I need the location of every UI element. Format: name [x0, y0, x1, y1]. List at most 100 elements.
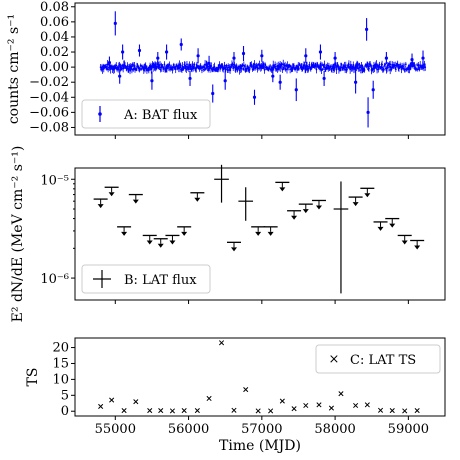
data-point — [179, 64, 182, 67]
data-point — [378, 63, 381, 66]
data-point — [282, 67, 285, 70]
data-point — [232, 56, 236, 60]
data-point — [315, 68, 318, 71]
y-tick-label: 0 — [61, 404, 69, 419]
ts-marker — [194, 408, 200, 414]
data-point — [224, 68, 227, 71]
data-point — [187, 68, 190, 71]
y-tick-label: 10⁻⁵ — [40, 173, 69, 188]
data-point — [344, 64, 347, 67]
data-point — [102, 67, 105, 70]
data-point — [263, 68, 266, 71]
y-tick-label: −0.08 — [29, 120, 69, 135]
panel-b-ylabel: E² dN/dE (MeV cm⁻² s⁻¹) — [10, 146, 26, 323]
data-point — [202, 65, 205, 68]
upper-limit-arrow — [352, 202, 359, 207]
data-point — [189, 65, 192, 68]
upper-limit-arrow — [255, 231, 262, 236]
upper-limit-arrow — [230, 247, 237, 252]
upper-limit-arrow — [279, 187, 286, 192]
data-point — [383, 68, 385, 71]
upper-limit-arrow — [194, 197, 201, 202]
data-point — [207, 61, 211, 65]
data-point — [179, 42, 183, 47]
data-point — [297, 65, 300, 68]
data-point — [201, 69, 203, 72]
ts-marker — [364, 402, 370, 408]
data-point — [227, 64, 230, 67]
upper-limit-arrow — [302, 209, 309, 214]
upper-limit-arrow — [315, 205, 322, 210]
upper-limit-arrow — [146, 240, 153, 245]
upper-limit-arrow — [169, 240, 176, 245]
data-point — [172, 63, 175, 66]
panel-c-legend: × C: LAT TS — [315, 344, 441, 374]
data-point — [410, 57, 414, 62]
ts-marker — [109, 397, 115, 403]
ts-marker — [389, 408, 395, 414]
data-point — [260, 54, 264, 58]
data-point — [162, 67, 165, 70]
ts-marker — [121, 408, 127, 414]
upper-limit-arrow — [132, 199, 139, 204]
ts-marker — [377, 407, 384, 413]
data-point — [156, 56, 160, 60]
data-point — [303, 64, 306, 67]
data-point — [424, 66, 427, 69]
data-point — [371, 88, 375, 92]
y-tick-label: 0.02 — [40, 45, 69, 60]
data-point — [159, 63, 161, 66]
y-tick-label: −0.06 — [29, 105, 69, 120]
data-point — [253, 63, 256, 66]
data-point — [274, 63, 277, 66]
data-point — [297, 67, 300, 70]
data-point — [304, 54, 308, 58]
panel-c-legend-label: C: LAT TS — [350, 353, 416, 368]
upper-limit-arrow — [389, 223, 396, 228]
y-tick-label: 0.06 — [40, 15, 69, 30]
y-tick-label: 20 — [52, 341, 69, 356]
ts-marker — [218, 340, 225, 346]
data-point — [389, 63, 392, 66]
panel-b-frame — [74, 167, 446, 301]
data-point — [307, 69, 310, 71]
ts-marker — [169, 408, 175, 414]
y-tick-label: −0.02 — [29, 75, 69, 90]
data-point — [251, 64, 253, 67]
data-point — [107, 68, 110, 71]
y-tick-label: 10⁻⁶ — [40, 272, 69, 287]
data-point — [113, 21, 117, 25]
ts-marker — [328, 405, 334, 411]
data-point — [168, 63, 171, 66]
ts-marker — [158, 408, 164, 414]
y-tick-label: 5 — [61, 388, 69, 403]
panel-a-legend: A: BAT flux — [81, 99, 211, 129]
upper-limit-arrow — [291, 215, 298, 220]
data-point — [333, 66, 336, 69]
data-point — [132, 69, 135, 71]
data-point — [163, 63, 166, 66]
data-point — [121, 67, 123, 70]
data-point — [349, 68, 352, 71]
data-point — [150, 79, 154, 83]
data-point — [402, 67, 405, 70]
data-point — [107, 60, 112, 65]
ts-marker — [147, 408, 153, 414]
data-point — [185, 68, 188, 71]
data-point — [292, 64, 295, 67]
data-point — [318, 50, 323, 54]
panel-c-legend-marker: × — [329, 352, 340, 367]
ts-marker — [291, 406, 297, 412]
data-point — [105, 65, 108, 68]
data-point — [164, 50, 169, 54]
data-point — [186, 63, 188, 66]
ts-marker — [231, 407, 237, 413]
ts-marker — [414, 408, 420, 414]
ts-marker — [98, 403, 104, 410]
y-tick-label: 0.08 — [40, 0, 69, 15]
data-point — [414, 66, 417, 69]
panel-c-xlabel: Time (MJD) — [219, 438, 301, 454]
y-tick-label: 10 — [52, 372, 69, 387]
data-point — [384, 63, 387, 66]
